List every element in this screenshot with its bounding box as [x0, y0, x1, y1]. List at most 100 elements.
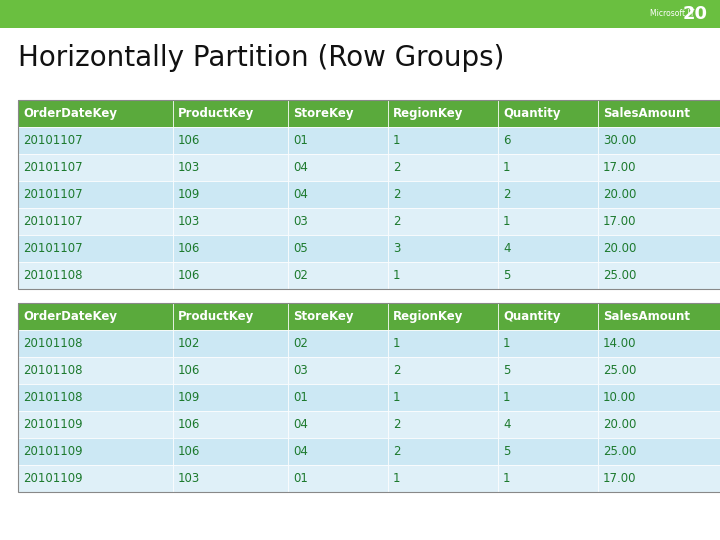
- Bar: [598, 181, 720, 208]
- Bar: [598, 100, 720, 127]
- Bar: [288, 208, 388, 235]
- Bar: [598, 438, 720, 465]
- Bar: [173, 384, 288, 411]
- Text: 20101108: 20101108: [23, 391, 83, 404]
- Bar: [388, 127, 498, 154]
- Bar: [388, 262, 498, 289]
- Bar: [18, 384, 173, 411]
- Bar: [388, 330, 498, 357]
- Bar: [18, 303, 720, 492]
- Bar: [173, 411, 288, 438]
- Text: 03: 03: [293, 215, 307, 228]
- Bar: [388, 154, 498, 181]
- Text: 1: 1: [503, 161, 510, 174]
- Text: 103: 103: [178, 161, 200, 174]
- Bar: [498, 411, 598, 438]
- Bar: [598, 154, 720, 181]
- Text: 05: 05: [293, 242, 307, 255]
- Bar: [288, 262, 388, 289]
- Text: 20101108: 20101108: [23, 364, 83, 377]
- Bar: [288, 357, 388, 384]
- Bar: [288, 384, 388, 411]
- Text: 10.00: 10.00: [603, 391, 636, 404]
- Bar: [18, 465, 173, 492]
- Bar: [598, 127, 720, 154]
- Bar: [288, 303, 388, 330]
- Text: 1: 1: [393, 269, 400, 282]
- Bar: [173, 100, 288, 127]
- Bar: [18, 181, 173, 208]
- Text: OrderDateKey: OrderDateKey: [23, 107, 117, 120]
- Bar: [388, 100, 498, 127]
- Text: 25.00: 25.00: [603, 364, 636, 377]
- Bar: [288, 411, 388, 438]
- Text: 1: 1: [393, 134, 400, 147]
- Text: 3: 3: [393, 242, 400, 255]
- Text: ProductKey: ProductKey: [178, 310, 254, 323]
- Bar: [18, 262, 173, 289]
- Text: RegionKey: RegionKey: [393, 310, 464, 323]
- Text: 04: 04: [293, 161, 308, 174]
- Bar: [598, 465, 720, 492]
- Bar: [18, 438, 173, 465]
- Bar: [173, 181, 288, 208]
- Bar: [598, 330, 720, 357]
- Text: 20101109: 20101109: [23, 445, 83, 458]
- Bar: [388, 357, 498, 384]
- Text: RegionKey: RegionKey: [393, 107, 464, 120]
- Text: 106: 106: [178, 242, 200, 255]
- Bar: [598, 262, 720, 289]
- Text: 20.00: 20.00: [603, 188, 636, 201]
- Text: 1: 1: [503, 337, 510, 350]
- Text: 02: 02: [293, 337, 308, 350]
- Text: SalesAmount: SalesAmount: [603, 107, 690, 120]
- Text: 14.00: 14.00: [603, 337, 636, 350]
- Bar: [498, 357, 598, 384]
- Text: 109: 109: [178, 391, 200, 404]
- Bar: [388, 208, 498, 235]
- Text: SalesAmount: SalesAmount: [603, 310, 690, 323]
- Bar: [498, 235, 598, 262]
- Text: 03: 03: [293, 364, 307, 377]
- Text: 20101107: 20101107: [23, 134, 83, 147]
- Text: 20: 20: [683, 5, 708, 23]
- Text: 04: 04: [293, 445, 308, 458]
- Bar: [388, 438, 498, 465]
- Text: 1: 1: [503, 391, 510, 404]
- Text: 1: 1: [503, 472, 510, 485]
- Bar: [18, 208, 173, 235]
- Bar: [288, 181, 388, 208]
- Bar: [498, 465, 598, 492]
- Bar: [598, 303, 720, 330]
- Text: 20101107: 20101107: [23, 242, 83, 255]
- Text: 17.00: 17.00: [603, 472, 636, 485]
- Text: 20101107: 20101107: [23, 188, 83, 201]
- Text: 01: 01: [293, 134, 308, 147]
- Text: 106: 106: [178, 418, 200, 431]
- Bar: [18, 127, 173, 154]
- Bar: [598, 384, 720, 411]
- Text: 1: 1: [393, 472, 400, 485]
- Text: 106: 106: [178, 445, 200, 458]
- Bar: [18, 357, 173, 384]
- Bar: [498, 208, 598, 235]
- Bar: [388, 411, 498, 438]
- Text: 5: 5: [503, 445, 510, 458]
- Text: 2: 2: [393, 364, 400, 377]
- Text: StoreKey: StoreKey: [293, 310, 354, 323]
- Bar: [173, 208, 288, 235]
- Text: 2: 2: [393, 161, 400, 174]
- Text: 4: 4: [503, 418, 510, 431]
- Bar: [388, 465, 498, 492]
- Text: 5: 5: [503, 364, 510, 377]
- Text: 103: 103: [178, 472, 200, 485]
- Bar: [288, 438, 388, 465]
- Text: ProductKey: ProductKey: [178, 107, 254, 120]
- Text: 6: 6: [503, 134, 510, 147]
- Bar: [498, 262, 598, 289]
- Bar: [288, 100, 388, 127]
- Bar: [18, 154, 173, 181]
- Bar: [598, 411, 720, 438]
- Text: 25.00: 25.00: [603, 269, 636, 282]
- Bar: [173, 465, 288, 492]
